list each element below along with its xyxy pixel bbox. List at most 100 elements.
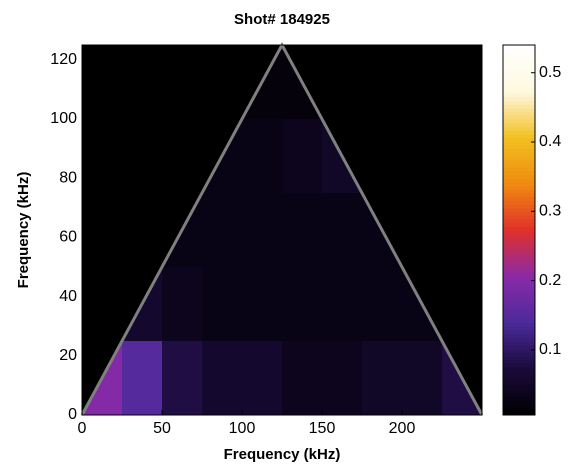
colorbar-step [503,141,535,146]
colorbar-step [503,333,535,338]
colorbar-step [503,352,535,357]
colorbar-step [503,244,535,249]
colorbar-step [503,111,535,116]
colorbar-step [503,159,535,164]
colorbar-step [503,48,535,53]
colorbar-step [503,126,535,131]
y-tick-label: 0 [68,406,77,423]
colorbar-step [503,130,535,135]
colorbar-step [503,237,535,242]
colorbar-step [503,337,535,342]
colorbar-step [503,263,535,268]
colorbar-step [503,107,535,113]
colorbar-step [503,230,535,235]
colorbar-step [503,218,535,224]
colorbar-step [503,304,535,309]
colorbar-step [503,248,535,253]
heat-cell [202,341,242,415]
y-tick-label: 120 [50,51,77,68]
colorbar-step [503,292,535,298]
heat-cell [322,267,362,341]
heat-cell [242,193,282,267]
colorbar-step [503,89,535,94]
colorbar-step [503,181,535,187]
y-tick-label: 40 [59,288,77,305]
colorbar-step [503,274,535,279]
y-tick-label: 100 [50,110,77,127]
y-tick-label: 80 [59,169,77,186]
heat-cell [282,267,322,341]
colorbar-step [503,156,535,161]
colorbar-step [503,281,535,286]
colorbar-step [503,396,535,401]
colorbar-step [503,104,535,109]
colorbar-step [503,400,535,405]
x-tick-label: 150 [309,420,336,437]
colorbar-step [503,344,535,349]
colorbar-step [503,378,535,383]
colorbar-tick-label: 0.5 [539,64,561,81]
colorbar-step [503,259,535,264]
colorbar-step [503,296,535,301]
colorbar-step [503,178,535,183]
colorbar-step [503,270,535,275]
colorbar-step [503,322,535,327]
colorbar-step [503,148,535,153]
colorbar-tick-label: 0.2 [539,272,561,289]
heat-cell [242,267,282,341]
colorbar-step [503,59,535,64]
heat-cell [282,341,322,415]
x-axis-label: Frequency (kHz) [224,446,341,463]
colorbar-step [503,311,535,316]
colorbar-step [503,137,535,142]
colorbar-step [503,204,535,209]
colorbar-step [503,193,535,198]
colorbar-step [503,267,535,272]
colorbar-frame [502,44,536,416]
colorbar-step [503,70,535,76]
colorbar-step [503,233,535,238]
colorbar-step [503,392,535,397]
plot-frame [81,44,483,416]
colorbar-step [503,226,535,231]
colorbar-step [503,307,535,312]
colorbar-step [503,144,535,150]
colorbar-step [503,359,535,364]
colorbar-step [503,100,535,105]
colorbar-step [503,196,535,201]
colorbar-step [503,133,535,138]
colorbar-step [503,52,535,57]
colorbar-tick-label: 0.4 [539,133,561,150]
heat-cell [242,341,282,415]
x-tick-label: 200 [389,420,416,437]
colorbar-step [503,348,535,353]
heat-cell [362,341,402,415]
colorbar-step [503,370,535,375]
heat-cell [162,267,202,341]
colorbar-step [503,115,535,120]
colorbar-step [503,318,535,323]
colorbar-step [503,341,535,346]
colorbar-step [503,278,535,283]
colorbar-step [503,74,535,79]
colorbar-step [503,300,535,305]
heat-cell [402,341,442,415]
colorbar-step [503,363,535,368]
heat-cell [162,341,202,415]
colorbar-step [503,326,535,331]
heat-cell [202,193,242,267]
colorbar-step [503,315,535,320]
colorbar-step [503,255,535,261]
colorbar-step [503,96,535,101]
y-tick-label: 60 [59,229,77,246]
colorbar-step [503,366,535,372]
y-tick-label: 20 [59,347,77,364]
colorbar-step [503,289,535,294]
colorbar-step [503,200,535,205]
colorbar-step [503,329,535,335]
colorbar-step [503,167,535,172]
colorbar-step [503,56,535,61]
x-tick-label: 100 [229,420,256,437]
colorbar-step [503,403,535,409]
